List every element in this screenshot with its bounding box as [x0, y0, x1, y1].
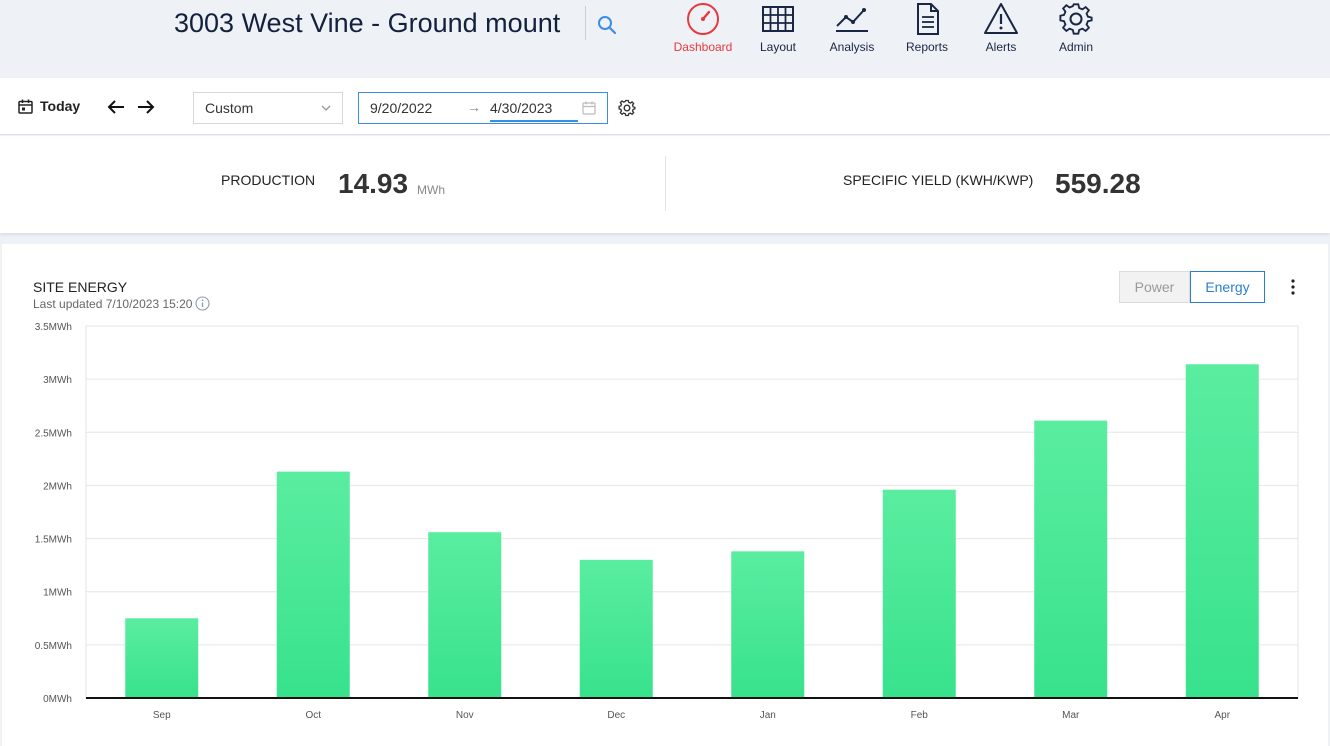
y-tick-label: 1MWh	[43, 588, 72, 599]
arrow-left-icon	[107, 100, 124, 114]
site-energy-chart: 0MWh 0.5MWh 1MWh 1.5MWh 2MWh 2.5MWh 3MWh 3.5MWh…	[35, 322, 1299, 721]
date-toolbar: Today Custom 9/20/2022 → 4/30/2023	[0, 78, 1330, 135]
production-value: 14.93	[338, 168, 409, 199]
range-select-value: Custom	[205, 100, 254, 116]
specific-yield-value: 559.28	[1055, 168, 1141, 199]
arrow-right-icon	[138, 100, 155, 114]
x-tick-label: Feb	[911, 710, 929, 721]
card-title: SITE ENERGY	[33, 279, 128, 295]
bar-jan[interactable]	[731, 551, 805, 698]
y-tick-label: 3.5MWh	[35, 322, 72, 333]
calendar-icon[interactable]	[582, 101, 596, 115]
x-tick-label: Jan	[760, 710, 776, 721]
x-tick-label: Dec	[607, 710, 625, 721]
bar-sep[interactable]	[125, 618, 199, 698]
range-arrow-icon: →	[467, 99, 481, 115]
site-energy-card: 0MWh 0.5MWh 1MWh 1.5MWh 2MWh 2.5MWh 3MWh 3.5MWh…	[2, 244, 1328, 746]
range-select[interactable]: Custom	[193, 92, 343, 124]
energy-toggle-button[interactable]: Energy	[1190, 271, 1265, 303]
bar-dec[interactable]	[579, 559, 653, 698]
prev-period-button[interactable]	[106, 97, 126, 117]
y-tick-label: 2.5MWh	[35, 428, 72, 439]
calendar-icon	[18, 99, 33, 114]
nav-label: Analysis	[829, 40, 875, 54]
bar-apr[interactable]	[1185, 364, 1259, 698]
nav-label: Alerts	[985, 40, 1017, 54]
last-updated: Last updated 7/10/2023 15:20	[33, 296, 211, 311]
title-divider	[585, 6, 586, 40]
power-toggle-button[interactable]: Power	[1119, 271, 1190, 303]
x-tick-label: Mar	[1062, 710, 1080, 721]
y-tick-label: 3MWh	[43, 375, 72, 386]
production-label: PRODUCTION	[221, 172, 316, 188]
nav-label: Layout	[759, 40, 797, 54]
site-title: 3003 West Vine - Ground mount	[174, 8, 561, 38]
kpi-divider	[665, 156, 666, 211]
end-date-input[interactable]: 4/30/2023	[490, 100, 553, 116]
date-settings-button[interactable]	[618, 99, 636, 122]
nav-alerts[interactable]: Alerts	[962, 0, 1040, 58]
production-unit: MWh	[417, 183, 445, 197]
nav-label: Admin	[1058, 40, 1093, 54]
bar-oct[interactable]	[276, 471, 350, 698]
x-tick-label: Apr	[1214, 710, 1230, 721]
gear-icon	[1059, 3, 1093, 35]
next-period-button[interactable]	[136, 97, 156, 117]
start-date-input[interactable]: 9/20/2022	[370, 100, 433, 116]
nav-admin[interactable]: Admin	[1037, 0, 1115, 58]
info-icon[interactable]	[195, 296, 211, 311]
nav-label: Dashboard	[673, 40, 733, 54]
today-button[interactable]: Today	[18, 98, 80, 114]
today-label: Today	[40, 98, 81, 114]
y-tick-label: 0.5MWh	[35, 641, 72, 652]
specific-yield-label: SPECIFIC YIELD (KWH/KWP)	[843, 172, 1034, 188]
speedometer-icon	[687, 3, 719, 35]
x-tick-label: Oct	[305, 710, 321, 721]
bar-feb[interactable]	[882, 489, 956, 698]
gear-icon	[618, 99, 636, 117]
nav-layout[interactable]: Layout	[739, 0, 817, 58]
nav-analysis[interactable]: Analysis	[813, 0, 891, 58]
nav-label: Reports	[905, 40, 949, 54]
kpi-strip: PRODUCTION 14.93 MWh SPECIFIC YIELD (KWH…	[0, 136, 1330, 233]
more-options-icon[interactable]	[1288, 278, 1298, 301]
x-tick-label: Sep	[153, 710, 171, 721]
nav-reports[interactable]: Reports	[888, 0, 966, 58]
chevron-down-icon	[321, 105, 331, 111]
y-tick-label: 1.5MWh	[35, 535, 72, 546]
search-icon[interactable]	[596, 14, 618, 36]
warning-icon	[984, 3, 1018, 34]
chart-mode-toggle: Power Energy	[1119, 271, 1265, 303]
date-range-picker[interactable]: 9/20/2022 → 4/30/2023	[358, 92, 608, 124]
active-input-underline	[490, 120, 578, 122]
bar-nov[interactable]	[428, 532, 502, 698]
last-updated-text: Last updated 7/10/2023 15:20	[33, 296, 193, 311]
y-tick-label: 0MWh	[43, 694, 72, 705]
app-header: 3003 West Vine - Ground mount Dashboard …	[0, 0, 1330, 78]
grid-icon	[762, 6, 794, 32]
x-tick-label: Nov	[456, 710, 474, 721]
y-tick-label: 2MWh	[43, 481, 72, 492]
document-icon	[917, 3, 939, 35]
bar-mar[interactable]	[1034, 420, 1108, 698]
nav-dashboard[interactable]: Dashboard	[664, 0, 742, 58]
line-chart-icon	[836, 8, 868, 32]
